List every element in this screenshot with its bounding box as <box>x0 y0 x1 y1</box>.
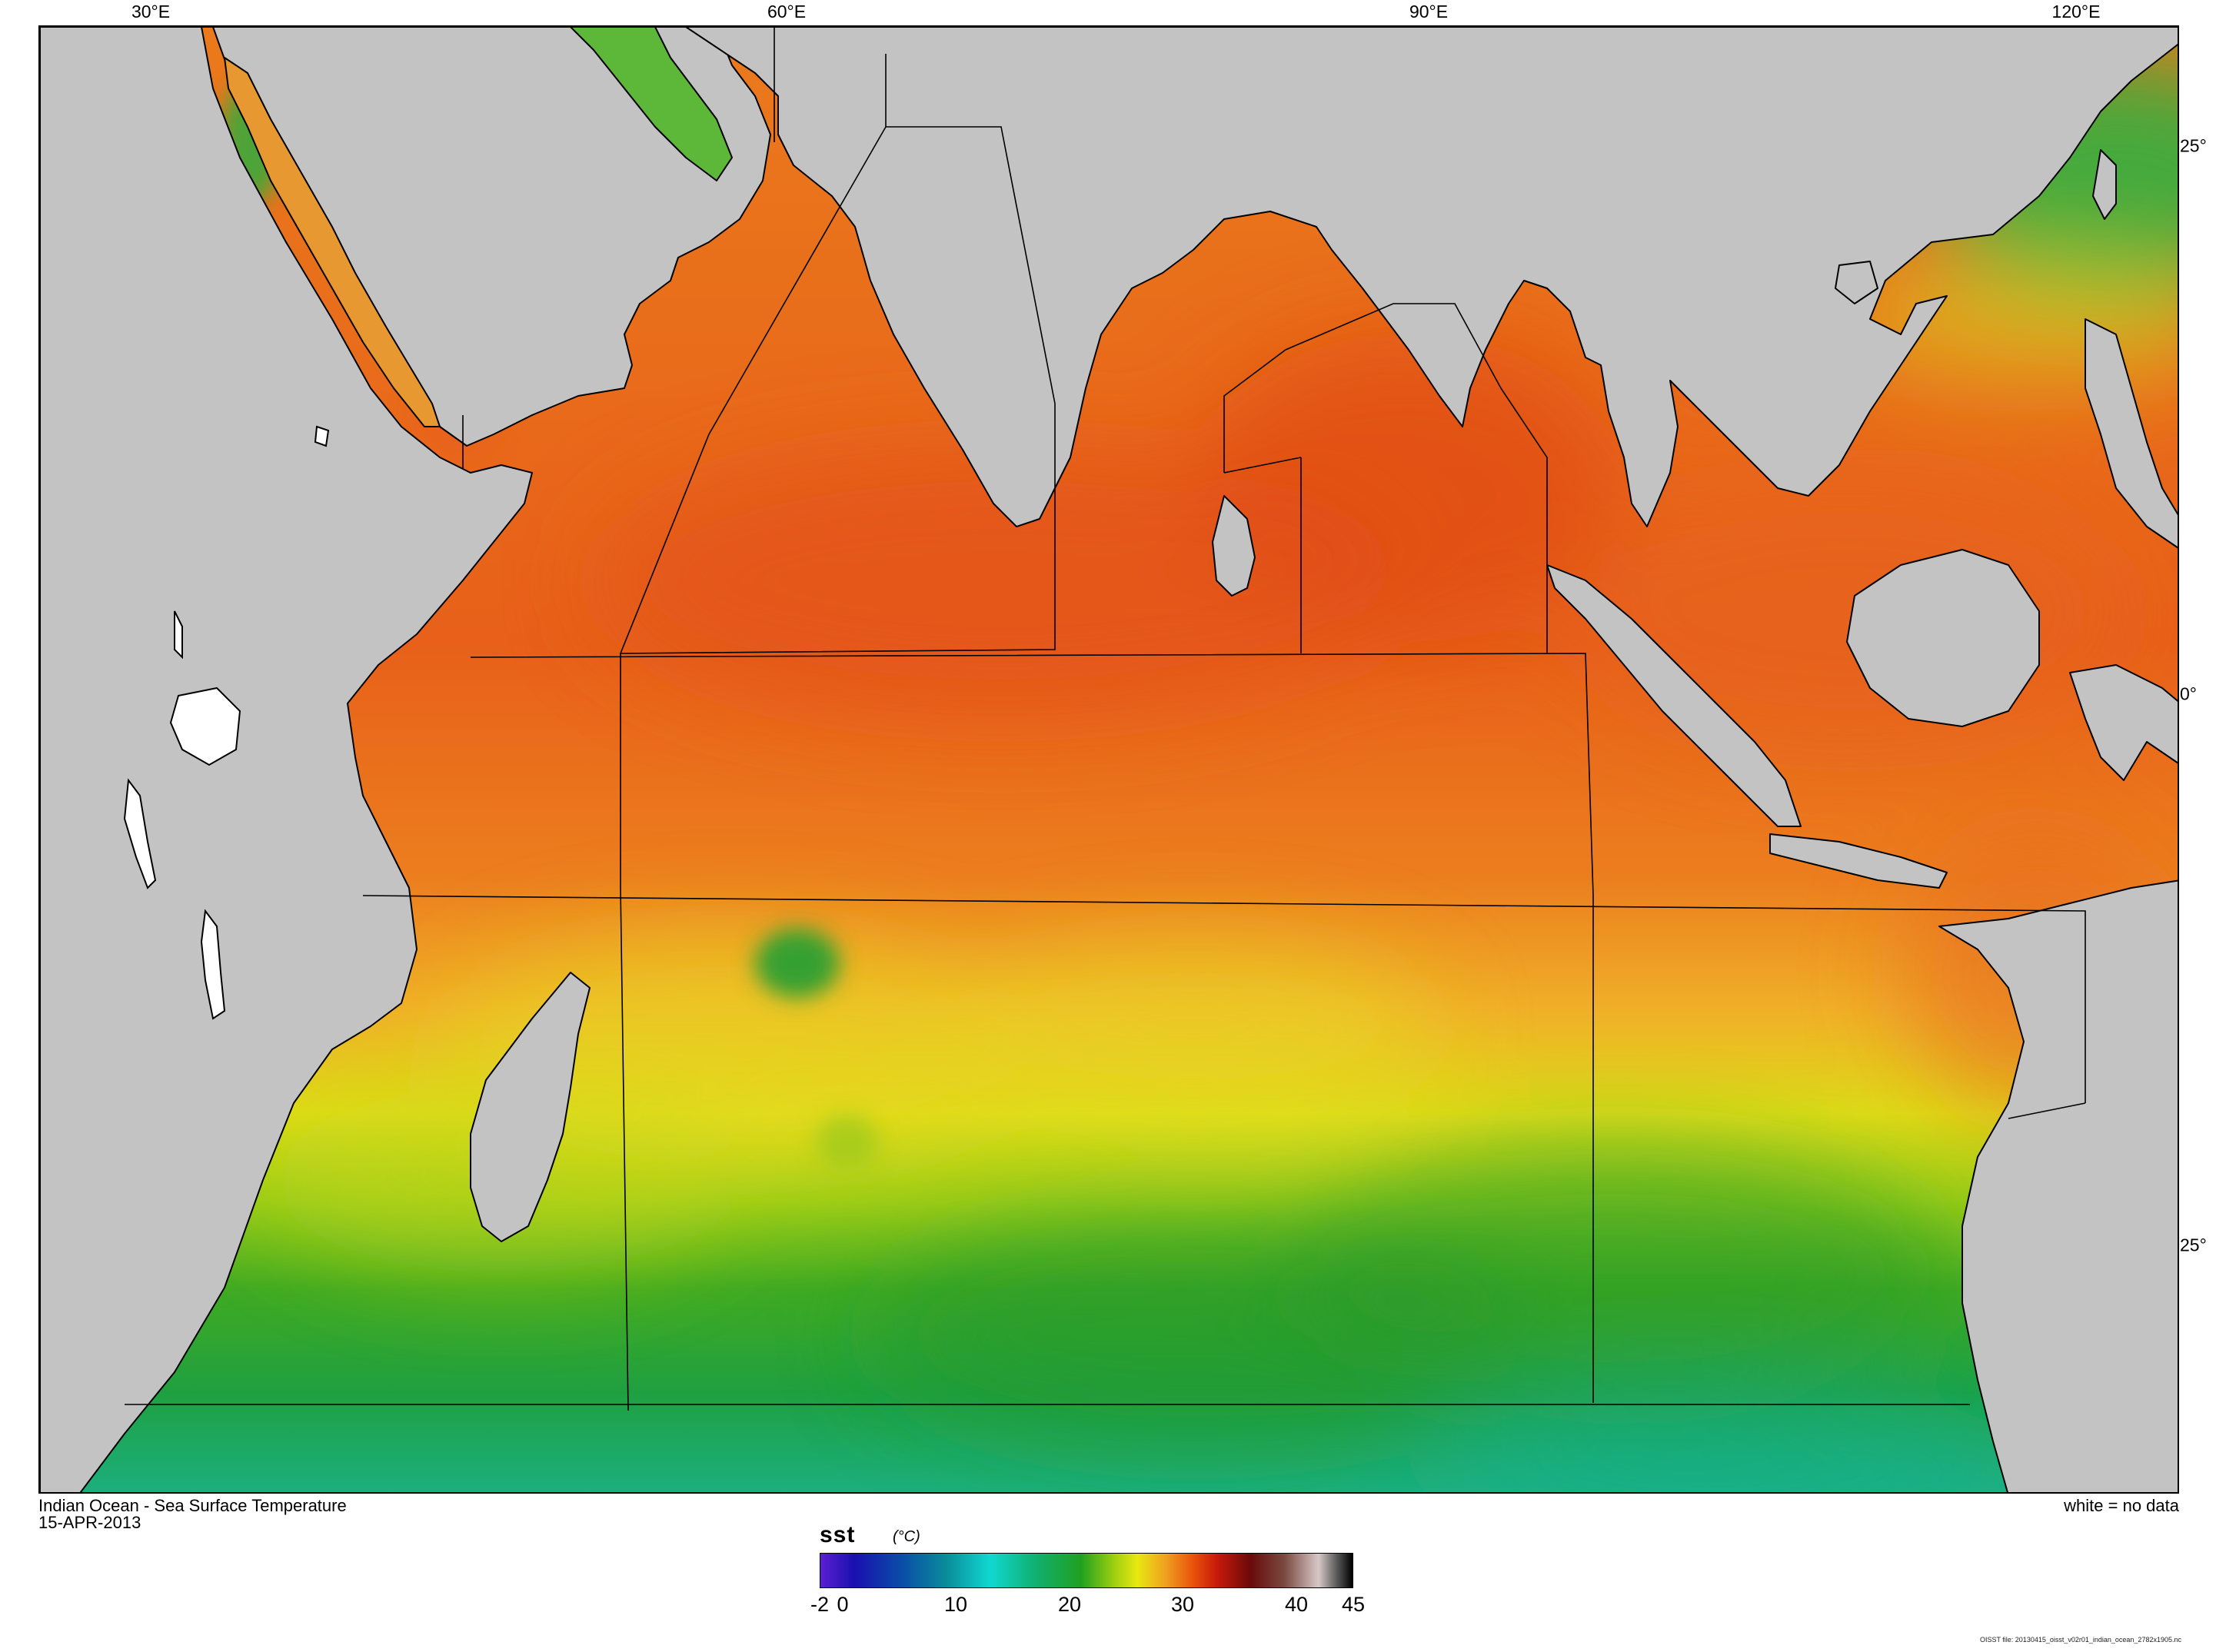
latitude-label-25n: 25° <box>2180 135 2207 156</box>
taiwan <box>2092 149 2117 220</box>
colorbar-gradient <box>820 1553 1353 1588</box>
colorbar-tick: 20 <box>1057 1593 1082 1616</box>
colorbar-tick: 45 <box>1341 1593 1366 1616</box>
lake-victoria <box>169 686 241 766</box>
latitude-label-equator: 0° <box>2180 683 2197 704</box>
asia-landmass <box>293 27 2178 527</box>
sst-map <box>38 25 2179 1494</box>
colorbar-variable-label: sst <box>820 1522 856 1547</box>
land-masses <box>40 27 2178 1492</box>
colorbar-tick: 0 <box>837 1593 849 1616</box>
colorbar-tick: 10 <box>943 1593 968 1616</box>
caspian-edge <box>314 425 330 447</box>
java <box>1769 833 1948 889</box>
philippines <box>2085 318 2178 549</box>
sumatra <box>1546 564 1802 827</box>
map-title: Indian Ocean - Sea Surface Temperature <box>38 1496 347 1515</box>
colorbar-tick: 30 <box>1170 1593 1195 1616</box>
no-data-legend-note: white = no data <box>2064 1496 2179 1515</box>
lake-tanganyika <box>123 778 157 889</box>
sst-map-canvas <box>40 27 2178 1492</box>
region-boundaries <box>125 27 2086 1411</box>
colorbar-units-label: (°C) <box>893 1528 920 1545</box>
longitude-label-120e: 120°E <box>2051 2 2101 22</box>
longitude-label-30e: 30°E <box>131 2 171 22</box>
boundary-arabian-sea <box>462 27 1056 1411</box>
madagascar <box>470 972 591 1242</box>
persian-gulf <box>570 27 733 181</box>
boundary-central <box>362 895 2086 1119</box>
longitude-label-90e: 90°E <box>1409 2 1449 22</box>
lake-malawi <box>200 909 226 1020</box>
no-data-patches <box>123 425 330 1020</box>
borneo <box>1846 549 2040 727</box>
colorbar-tick: 40 <box>1284 1593 1309 1616</box>
red-sea <box>224 57 441 427</box>
latitude-label-25s: 25° <box>2180 1235 2207 1255</box>
map-date: 15-APR-2013 <box>38 1513 141 1532</box>
colorbar-tick: -2 <box>810 1593 830 1616</box>
boundary-bay-of-bengal <box>1223 303 1548 653</box>
longitude-label-60e: 60°E <box>767 2 807 22</box>
source-file-footnote: OISST file: 20130415_oisst_v02r01_indian… <box>1979 1636 2181 1644</box>
boundary-equatorial <box>470 653 1594 1403</box>
sulawesi <box>2069 664 2178 781</box>
sri-lanka <box>1212 495 1256 597</box>
lake-turkana <box>174 610 183 660</box>
hainan <box>1835 261 1878 304</box>
australia <box>1938 879 2178 1492</box>
